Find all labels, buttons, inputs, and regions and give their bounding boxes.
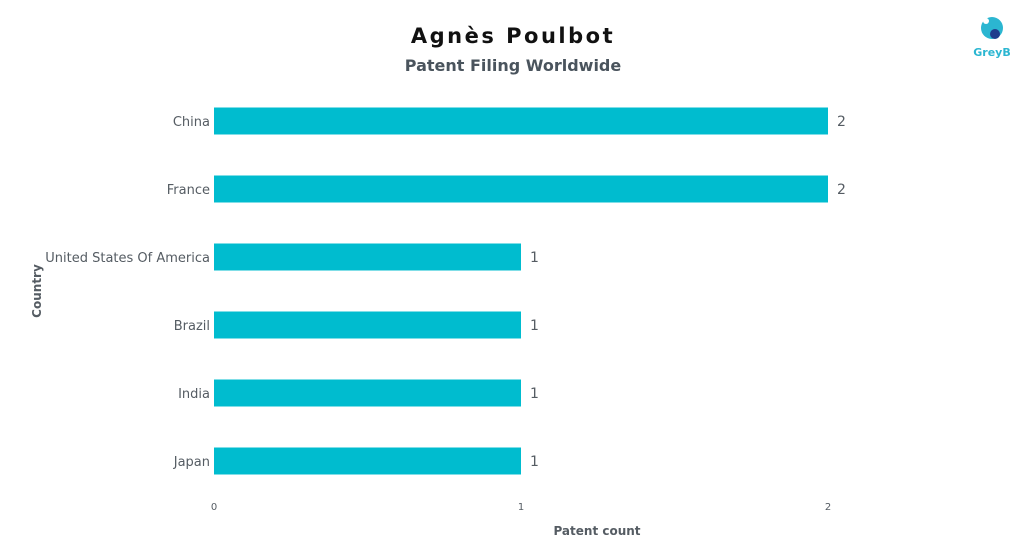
data-label-india: 1 <box>530 386 539 402</box>
category-labels: China France United States Of America Brazi… <box>45 115 210 470</box>
x-tick-label-1: 1 <box>518 502 524 513</box>
value-labels: 2 2 1 1 1 1 <box>530 114 846 470</box>
category-label-china: China <box>173 115 210 130</box>
data-label-brazil: 1 <box>530 318 539 334</box>
x-axis-title: Patent count <box>553 524 640 538</box>
bar-brazil <box>214 311 521 339</box>
y-axis-title: Country <box>30 264 44 318</box>
bar-france <box>214 175 828 203</box>
category-label-united-states-of-america: United States Of America <box>45 251 210 266</box>
x-axis-ticks: 0 1 2 <box>211 502 831 513</box>
x-tick-label-2: 2 <box>825 502 831 513</box>
bar-india <box>214 379 521 407</box>
data-label-china: 2 <box>837 114 846 130</box>
data-label-japan: 1 <box>530 454 539 470</box>
greyb-logo-text: GreyB <box>973 46 1010 59</box>
data-label-france: 2 <box>837 182 846 198</box>
chart-title: Agnès Poulbot <box>411 24 615 48</box>
category-label-france: France <box>167 183 210 198</box>
bar-japan <box>214 447 521 475</box>
category-label-japan: Japan <box>173 455 210 470</box>
greyb-logo: GreyB <box>973 17 1011 59</box>
greyb-logo-dot <box>983 18 989 24</box>
bar-united-states-of-america <box>214 243 521 271</box>
category-label-india: India <box>178 387 210 402</box>
greyb-logo-accent <box>990 29 1000 39</box>
bars-group <box>214 107 828 475</box>
chart-subtitle: Patent Filing Worldwide <box>405 56 622 75</box>
bar-china <box>214 107 828 135</box>
category-label-brazil: Brazil <box>174 319 210 334</box>
data-label-united-states-of-america: 1 <box>530 250 539 266</box>
x-tick-label-0: 0 <box>211 502 217 513</box>
